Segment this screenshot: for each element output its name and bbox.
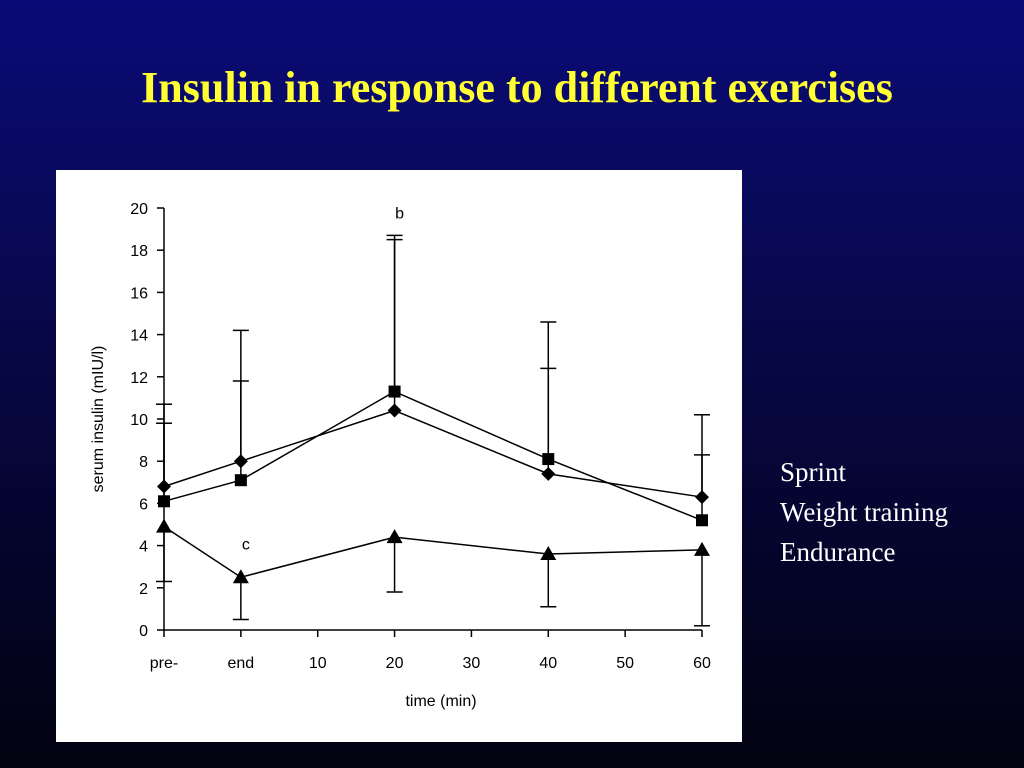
marker-endurance: [694, 541, 710, 556]
x-tick-label: pre-: [150, 655, 178, 672]
y-tick-label: 14: [130, 328, 148, 345]
x-tick-label: 60: [693, 655, 711, 672]
marker-sprint: [541, 466, 556, 481]
x-tick-label: 20: [386, 655, 404, 672]
y-tick-label: 18: [130, 243, 148, 260]
marker-sprint: [233, 454, 248, 469]
y-tick-label: 2: [139, 581, 148, 598]
y-tick-label: 16: [130, 285, 148, 302]
marker-endurance: [540, 546, 557, 561]
x-tick-label: 10: [309, 655, 327, 672]
marker-weight-training: [696, 514, 708, 527]
y-tick-label: 20: [130, 201, 148, 218]
legend-item-sprint: Sprint: [780, 457, 847, 487]
x-tick-label: end: [228, 655, 255, 672]
marker-weight-training: [158, 495, 170, 508]
marker-endurance: [232, 569, 249, 584]
y-tick-label: 0: [139, 623, 148, 640]
marker-sprint: [157, 479, 171, 494]
legend-item-weight-training: Weight training: [780, 497, 949, 527]
series-line-weight-training: [163, 390, 703, 521]
annotation-b: b: [395, 205, 404, 222]
marker-endurance: [156, 518, 172, 533]
chart-panel: 0 2 4 6 8 10 12 14 16 18 20 pre-end 10 20 30 40 50 60 time…: [56, 170, 742, 742]
marker-weight-training: [542, 453, 555, 466]
marker-endurance: [386, 529, 403, 544]
marker-weight-training: [388, 385, 401, 398]
y-axis-title: serum insulin (mIU/l): [90, 346, 107, 493]
legend-item-endurance: Endurance: [780, 537, 896, 567]
y-tick-label: 12: [130, 370, 148, 387]
annotation-c: c: [242, 537, 250, 554]
y-tick-label: 4: [139, 539, 148, 556]
marker-weight-training: [234, 474, 247, 487]
y-tick-label: 8: [139, 454, 148, 471]
y-tick-label: 10: [130, 412, 148, 429]
slide-title: Insulin in response to different exercis…: [141, 63, 893, 112]
marker-sprint: [387, 403, 402, 418]
x-axis-title: time (min): [405, 693, 476, 710]
x-tick-label: 30: [463, 655, 481, 672]
y-tick-label: 6: [139, 496, 148, 513]
legend: Sprint Weight training Endurance: [780, 452, 1020, 572]
insulin-line-chart: 0 2 4 6 8 10 12 14 16 18 20 pre-end 10 20 30 40 50 60 time…: [90, 201, 711, 710]
x-tick-label: 40: [539, 655, 557, 672]
x-tick-label: 50: [616, 655, 634, 672]
marker-sprint: [695, 490, 709, 505]
